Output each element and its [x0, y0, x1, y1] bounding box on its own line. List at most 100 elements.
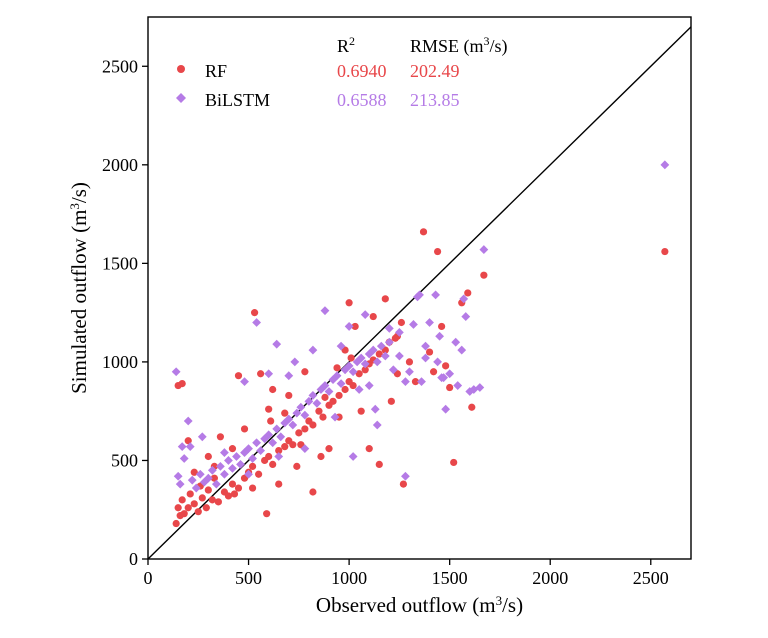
data-point-rf	[281, 409, 289, 417]
series-bilstm	[171, 160, 670, 493]
data-point-bilstm	[344, 322, 354, 331]
data-point-rf	[387, 397, 395, 405]
data-point-rf	[321, 393, 329, 401]
data-point-rf	[202, 504, 210, 512]
data-point-rf	[295, 429, 303, 437]
data-point-bilstm	[425, 318, 434, 327]
data-point-bilstm	[328, 375, 338, 385]
data-point-rf	[375, 350, 383, 358]
data-point-rf	[357, 407, 365, 415]
data-point-bilstm	[394, 327, 404, 337]
data-point-bilstm	[191, 483, 201, 493]
data-point-bilstm	[441, 404, 451, 414]
legend-rf-rmse: 202.49	[410, 61, 460, 81]
data-point-bilstm	[220, 448, 229, 457]
data-point-rf	[248, 462, 257, 470]
data-point-bilstm	[304, 396, 314, 406]
data-point-bilstm	[252, 318, 261, 327]
data-point-rf	[269, 460, 277, 468]
data-point-rf	[265, 452, 273, 461]
data-point-bilstm	[290, 357, 300, 367]
legend-bilstm-rmse: 213.85	[410, 90, 460, 110]
data-point-bilstm	[272, 424, 282, 434]
data-point-rf	[250, 309, 259, 317]
y-tick-label: 0	[129, 549, 138, 569]
x-axis-ticks: 0 500 1000 1500 2000 2500	[144, 559, 669, 588]
data-point-bilstm	[203, 473, 213, 483]
data-point-bilstm	[376, 341, 386, 351]
data-point-rf	[301, 368, 309, 376]
data-point-rf	[293, 462, 301, 470]
data-point-bilstm	[300, 410, 310, 420]
data-point-bilstm	[364, 381, 374, 390]
data-point-rf	[329, 397, 337, 405]
data-point-bilstm	[453, 381, 463, 390]
data-point-rf	[285, 391, 293, 400]
data-point-bilstm	[224, 456, 233, 465]
data-point-rf	[178, 379, 186, 388]
data-point-rf	[411, 378, 420, 386]
data-point-rf	[438, 322, 446, 331]
data-point-bilstm	[401, 471, 410, 481]
data-point-rf	[309, 488, 317, 496]
data-point-bilstm	[435, 331, 445, 341]
data-point-bilstm	[370, 404, 380, 414]
data-point-rf	[397, 318, 405, 327]
data-point-bilstm	[220, 469, 229, 479]
data-point-bilstm	[384, 337, 394, 347]
data-point-rf	[216, 433, 224, 441]
data-point-rf	[228, 480, 237, 488]
data-point-bilstm	[431, 290, 440, 300]
data-point-rf	[275, 480, 283, 488]
data-point-rf	[335, 391, 343, 400]
data-point-bilstm	[475, 383, 485, 392]
x-tick-label: 0	[144, 568, 153, 588]
legend-rf-r2: 0.6940	[337, 61, 387, 81]
data-point-bilstm	[312, 398, 322, 408]
data-point-bilstm	[320, 381, 330, 390]
legend-r2-header: R2	[337, 34, 355, 56]
legend-rf-marker	[177, 65, 185, 73]
data-point-bilstm	[274, 452, 284, 461]
data-point-rf	[214, 498, 222, 506]
data-point-bilstm	[415, 290, 424, 300]
data-point-rf	[269, 385, 277, 394]
x-tick-label: 2500	[633, 568, 669, 588]
data-point-bilstm	[368, 345, 378, 355]
data-point-bilstm	[183, 416, 193, 426]
data-point-bilstm	[272, 339, 282, 349]
data-point-rf	[190, 468, 198, 476]
data-point-bilstm	[171, 367, 181, 377]
data-point-rf	[399, 480, 408, 488]
data-point-rf	[381, 295, 389, 303]
data-point-rf	[204, 452, 212, 461]
data-point-rf	[419, 228, 428, 236]
data-point-bilstm	[356, 353, 366, 363]
data-point-rf	[234, 484, 243, 492]
data-point-rf	[429, 368, 438, 376]
data-point-bilstm	[336, 341, 346, 351]
data-point-bilstm	[437, 373, 447, 383]
data-point-rf	[317, 452, 325, 461]
data-point-rf	[198, 494, 206, 502]
data-point-bilstm	[216, 461, 225, 471]
data-point-rf	[319, 413, 327, 421]
data-point-rf	[257, 370, 265, 378]
data-point-rf	[309, 421, 317, 429]
data-point-bilstm	[332, 371, 342, 381]
data-point-bilstm	[479, 245, 489, 254]
data-point-rf	[240, 425, 249, 433]
data-point-bilstm	[252, 438, 261, 448]
legend-bilstm-r2: 0.6588	[337, 90, 387, 110]
data-point-rf	[265, 405, 273, 413]
data-point-bilstm	[256, 446, 266, 455]
data-point-bilstm	[421, 341, 430, 351]
data-point-bilstm	[409, 320, 418, 329]
x-tick-label: 500	[235, 568, 262, 588]
data-point-rf	[194, 508, 202, 516]
legend-rmse-header: RMSE (m3/s)	[410, 34, 508, 57]
data-point-rf	[230, 490, 239, 498]
data-point-rf	[186, 490, 194, 498]
data-point-bilstm	[372, 420, 382, 430]
data-point-rf	[405, 358, 414, 366]
